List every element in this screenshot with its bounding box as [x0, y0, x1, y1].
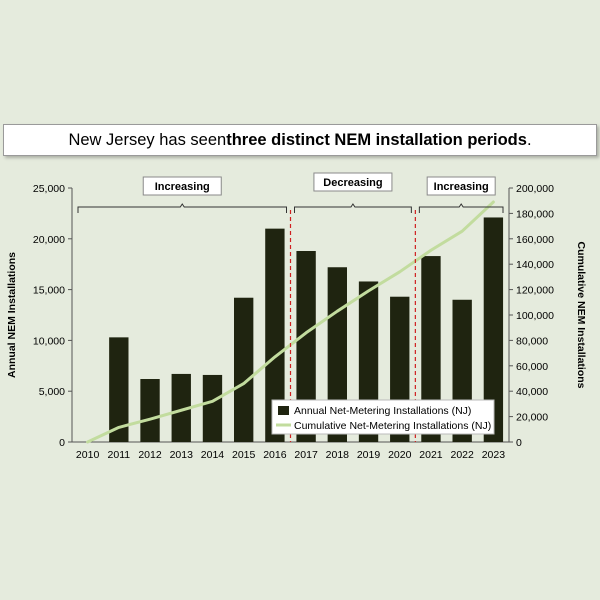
bar — [421, 256, 441, 442]
chart-title-prefix: New Jersey has seen — [68, 130, 227, 149]
right-tick-label: 140,000 — [516, 259, 554, 271]
tick-labels: 0 5,000 10,000 15,000 20,000 25,000 0 20,000 40,… — [6, 183, 587, 461]
bar-series — [109, 217, 504, 442]
x-tick-label: 2018 — [326, 449, 350, 461]
right-tick-label: 40,000 — [516, 386, 548, 398]
left-tick-label: 0 — [59, 437, 65, 449]
period-2: Increasing — [418, 176, 504, 213]
period-label: Increasing — [434, 181, 489, 193]
period-bracket — [77, 203, 287, 213]
x-tick-label: 2019 — [357, 449, 381, 461]
right-tick-label: 100,000 — [516, 310, 554, 322]
period-label-box — [313, 172, 393, 192]
x-tick-label: 2014 — [201, 449, 225, 461]
x-tick-label: 2021 — [419, 449, 443, 461]
x-tick-label: 2013 — [170, 449, 194, 461]
right-tick-label: 60,000 — [516, 361, 548, 373]
right-tick-label: 20,000 — [516, 412, 548, 424]
period-1: Decreasing — [294, 172, 412, 213]
bar — [171, 373, 191, 442]
period-bracket — [418, 203, 504, 213]
right-tick-label: 0 — [516, 437, 522, 449]
x-tick-label: 2016 — [263, 449, 287, 461]
bar — [483, 217, 504, 442]
legend-bar-label: Annual Net-Metering Installations (NJ) — [294, 405, 471, 417]
x-tick-label: 2010 — [76, 449, 100, 461]
legend-line-label: Cumulative Net-Metering Installations (N… — [294, 420, 491, 432]
bar — [296, 250, 316, 442]
bar — [234, 297, 254, 442]
chart-title: New Jersey has seen three distinct NEM i… — [3, 124, 597, 156]
bar — [202, 374, 223, 442]
x-tick-label: 2012 — [138, 449, 162, 461]
y2-axis-title: Cumulative NEM Installations — [575, 241, 587, 388]
period-label-box — [426, 176, 496, 196]
chart-title-bold: three distinct NEM installation periods — [226, 130, 527, 149]
period-dividers — [289, 210, 416, 442]
bar — [327, 267, 347, 442]
legend-box — [271, 399, 495, 435]
period-label: Decreasing — [323, 177, 382, 189]
right-tick-label: 120,000 — [516, 285, 554, 297]
chart-title-suffix: . — [526, 130, 532, 149]
x-tick-label: 2023 — [482, 449, 506, 461]
left-tick-label: 20,000 — [33, 234, 65, 246]
bar — [265, 228, 285, 442]
period-annotations: Increasing Decreasing Increasing — [77, 172, 504, 213]
left-tick-label: 5,000 — [39, 386, 65, 398]
left-tick-label: 15,000 — [33, 285, 65, 297]
x-tick-label: 2015 — [232, 449, 256, 461]
period-label-box — [142, 176, 222, 196]
period-label: Increasing — [155, 181, 210, 193]
left-tick-label: 25,000 — [33, 183, 65, 195]
right-tick-label: 180,000 — [516, 208, 554, 220]
right-tick-label: 80,000 — [516, 335, 548, 347]
left-tick-label: 10,000 — [33, 335, 65, 347]
legend-bar-swatch — [278, 406, 289, 415]
bar — [140, 379, 160, 442]
right-tick-label: 160,000 — [516, 234, 554, 246]
legend: Annual Net-Metering Installations (NJ) Cu… — [271, 399, 495, 435]
y-axis-title: Annual NEM Installations — [6, 252, 18, 378]
period-0: Increasing — [77, 176, 287, 213]
bar — [109, 337, 129, 442]
right-tick-label: 200,000 — [516, 183, 554, 195]
period-bracket — [294, 203, 412, 213]
x-tick-label: 2020 — [388, 449, 412, 461]
x-tick-label: 2022 — [450, 449, 474, 461]
x-tick-label: 2011 — [108, 449, 131, 461]
x-tick-label: 2017 — [294, 449, 318, 461]
